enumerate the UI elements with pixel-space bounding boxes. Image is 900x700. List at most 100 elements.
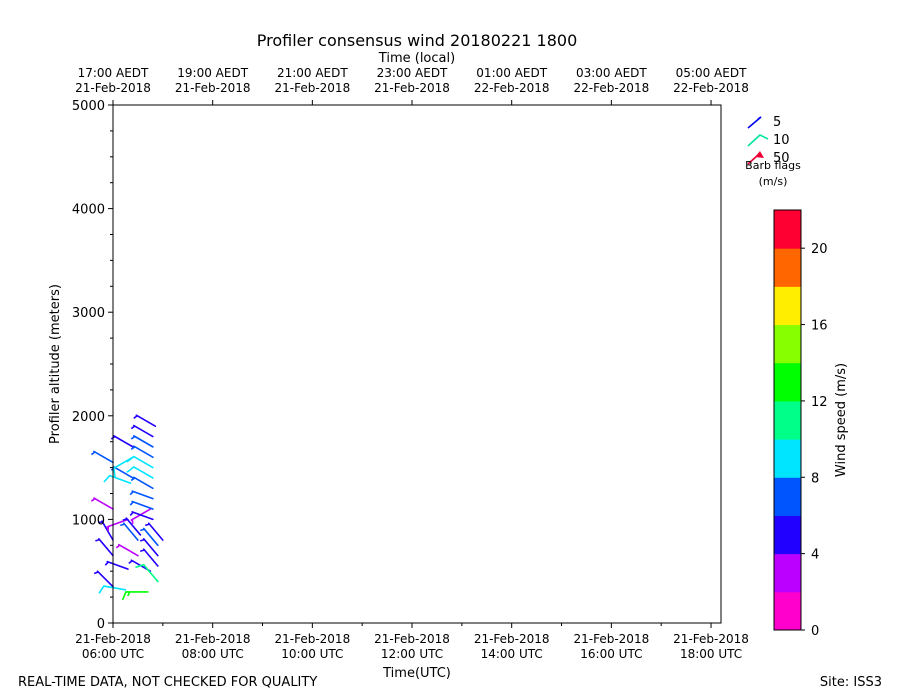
wind-barb [130, 508, 152, 524]
legend-entry: 5 [747, 115, 781, 130]
barb-half-feather [90, 451, 96, 456]
colorbar-segment [774, 439, 801, 478]
barb-staff [98, 538, 114, 557]
barb-half-feather [129, 501, 134, 506]
wind-barb [104, 560, 129, 570]
wind-barb [120, 522, 139, 541]
x-tick-label-date: 21-Feb-2018 [574, 632, 650, 646]
colorbar-label: Wind speed (m/s) [834, 363, 849, 477]
top-tick-label-time: 19:00 AEDT [177, 66, 248, 80]
barb-half-feather [93, 571, 99, 575]
top-tick-label-time: 21:00 AEDT [277, 66, 348, 80]
x-tick-label-time: 10:00 UTC [281, 647, 343, 661]
barb-staff [96, 570, 114, 588]
top-tick-label-time: 17:00 AEDT [78, 66, 149, 80]
barb-staff [142, 563, 159, 583]
colorbar-segment [774, 553, 801, 593]
wind-barb [130, 476, 154, 490]
x-tick-label-time: 06:00 UTC [82, 647, 144, 661]
top-tick-label-date: 22-Feb-2018 [474, 81, 550, 95]
top-tick-label-date: 21-Feb-2018 [374, 81, 450, 95]
wind-barb [126, 466, 154, 479]
wind-barb [129, 511, 154, 521]
barb-half-feather [139, 528, 145, 532]
legend-label: 5 [773, 115, 781, 130]
barb-staff [142, 538, 159, 557]
barb-half-feather [95, 538, 100, 542]
y-tick-label: 5000 [72, 99, 105, 114]
legend-label: 10 [773, 133, 790, 148]
top-tick-label-date: 21-Feb-2018 [274, 81, 350, 95]
barb-staff [133, 445, 154, 459]
top-tick-label-date: 21-Feb-2018 [175, 81, 251, 95]
wind-barb [90, 450, 114, 464]
colorbar-frame [773, 209, 802, 631]
wind-barbs [90, 414, 164, 601]
colorbar-segment [774, 324, 801, 364]
barb-staff [118, 543, 139, 557]
barb-staff [113, 466, 134, 479]
wind-barb [115, 543, 139, 557]
barb-staff [142, 548, 159, 567]
y-tick-label: 3000 [72, 306, 105, 321]
colorbar-segment [774, 248, 801, 287]
y-tick-label: 0 [97, 617, 105, 632]
wind-barb [130, 424, 154, 438]
top-tick-label-time: 03:00 AEDT [576, 66, 647, 80]
x-tick-label-date: 21-Feb-2018 [374, 632, 450, 646]
x-tick-label-time: 12:00 UTC [381, 647, 443, 661]
y-tick-label: 4000 [72, 203, 105, 218]
barb-staff [142, 527, 159, 547]
barb-half-feather [120, 523, 125, 527]
x-tick-label-time: 18:00 UTC [680, 647, 742, 661]
barb-half-feather [122, 518, 128, 521]
legend-label: 50 [773, 151, 790, 166]
barb-staff [131, 490, 154, 500]
x-tick-label-date: 21-Feb-2018 [175, 632, 251, 646]
colorbar-segment [774, 477, 801, 516]
legend-barb-10 [747, 134, 769, 147]
barb-half-feather [104, 561, 109, 566]
barb-feather [126, 466, 135, 473]
barb-staff [133, 435, 154, 448]
top-tick-label-date: 22-Feb-2018 [574, 81, 650, 95]
chart-title: Profiler consensus wind 20180221 1800 [257, 31, 578, 50]
barb-legend: 5 10 50 [747, 115, 790, 166]
legend-barb-5-feather [757, 116, 762, 120]
barb-staff [93, 497, 114, 510]
barb-half-feather [139, 549, 145, 553]
y-tick-label: 1000 [72, 513, 105, 528]
x-tick-label-time: 16:00 UTC [580, 647, 642, 661]
barb-half-feather [90, 497, 96, 502]
colorbar-tick-label: 20 [811, 242, 828, 257]
wind-barb [90, 497, 114, 510]
wind-barb [130, 435, 154, 448]
legend-caption-line1: Barb flags [745, 159, 801, 172]
colorbar-tick-label: 4 [811, 548, 819, 563]
top-tick-label-date: 22-Feb-2018 [673, 81, 749, 95]
wind-barb [139, 527, 159, 547]
wind-barb [139, 548, 159, 567]
barb-staff [133, 466, 154, 479]
wind-barb [95, 538, 114, 557]
wind-barb [135, 563, 159, 583]
barb-staff [122, 522, 139, 541]
barb-feather [126, 455, 135, 463]
barb-staff [125, 517, 142, 536]
barb-half-feather [139, 538, 145, 542]
colorbar-segment [774, 515, 801, 555]
legend-barb-50-flag [755, 151, 764, 158]
barb-staff [131, 511, 154, 521]
x-tick-label-time: 08:00 UTC [182, 647, 244, 661]
plot-frame [112, 104, 722, 624]
y-axis: 0 1000 2000 3000 4000 5000 [72, 99, 113, 632]
footer-site: Site: ISS3 [820, 675, 882, 690]
barb-half-feather [144, 523, 150, 527]
colorbar-segment [774, 286, 801, 326]
top-tick-label-time: 01:00 AEDT [476, 66, 547, 80]
barb-staff [113, 435, 134, 448]
barb-half-feather [129, 490, 134, 496]
